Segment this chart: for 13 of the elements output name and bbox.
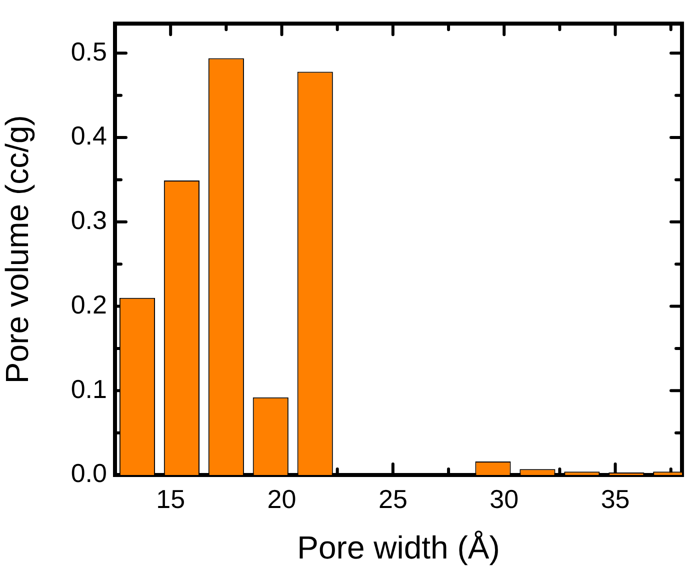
y-tick-label: 0.2 — [70, 289, 107, 320]
y-tick-label: 0.3 — [70, 205, 107, 236]
y-tick-label: 0.5 — [70, 36, 107, 66]
x-tick-label: 30 — [490, 484, 519, 514]
y-tick-label: 0.1 — [70, 374, 107, 404]
y-axis-title: Pore volume (cc/g) — [0, 115, 36, 384]
y-tick-label: 0.0 — [70, 458, 107, 488]
x-tick-label: 15 — [156, 484, 186, 514]
x-axis-title: Pore width (Å) — [297, 530, 500, 566]
x-tick-label: 25 — [378, 484, 408, 514]
x-tick-label: 35 — [600, 484, 630, 514]
y-tick-label: 0.4 — [70, 120, 107, 151]
x-tick-label: 20 — [267, 484, 296, 514]
